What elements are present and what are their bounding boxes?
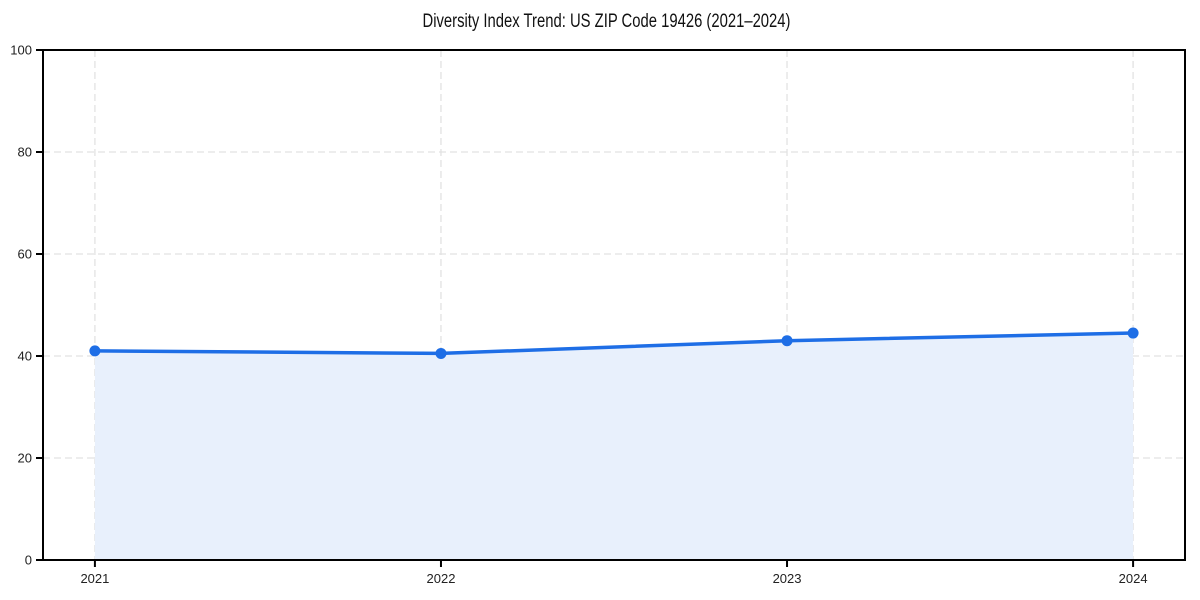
y-tick-label: 60 xyxy=(18,247,32,262)
plot-border xyxy=(42,49,1186,561)
trend-line xyxy=(93,331,1135,356)
x-tick-label: 2021 xyxy=(80,571,109,586)
y-tick-label: 100 xyxy=(10,43,32,58)
area-fill xyxy=(94,333,1134,560)
data-point-2022 xyxy=(435,347,447,359)
chart-title: Diversity Index Trend: US ZIP Code 19426… xyxy=(422,11,791,32)
x-tick-label: 2022 xyxy=(427,571,456,586)
x-tick-label: 2024 xyxy=(1119,571,1148,586)
y-tick-label: 40 xyxy=(18,349,32,364)
y-tick-label: 80 xyxy=(18,145,32,160)
data-point-2024 xyxy=(1127,327,1139,339)
data-point-2021 xyxy=(89,345,101,357)
data-point-2023 xyxy=(781,335,793,347)
y-tick-label: 20 xyxy=(18,451,32,466)
x-tick-label: 2023 xyxy=(773,571,802,586)
y-tick-label: 0 xyxy=(25,553,32,568)
